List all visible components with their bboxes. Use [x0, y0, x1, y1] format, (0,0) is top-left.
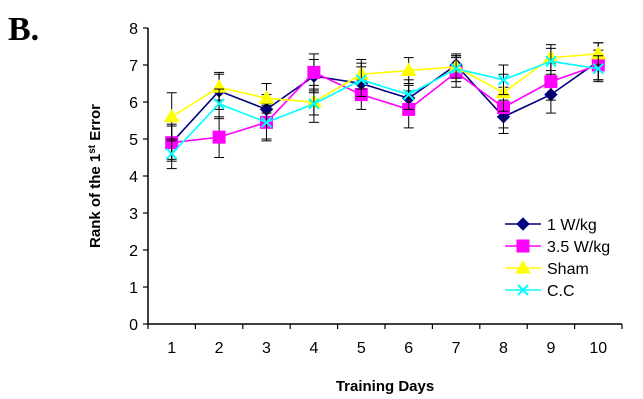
data-point [163, 108, 180, 123]
x-tick-label: 3 [262, 340, 271, 357]
series-line [171, 53, 599, 118]
legend-label: 1 W/kg [547, 217, 597, 234]
series-line [171, 60, 599, 144]
legend-label: C.C [547, 283, 575, 300]
data-point [308, 98, 320, 110]
x-tick-label: 8 [499, 340, 508, 357]
legend-marker [517, 284, 529, 296]
legend-marker [515, 260, 531, 274]
data-point [592, 62, 605, 75]
y-tick-label: 8 [129, 21, 138, 38]
x-tick-label: 10 [589, 340, 607, 357]
y-tick-label: 0 [129, 317, 138, 334]
y-tick-label: 3 [129, 206, 138, 223]
y-tick-label: 1 [129, 280, 138, 297]
data-point [400, 62, 417, 77]
x-tick-label: 5 [357, 340, 366, 357]
legend-marker [516, 239, 530, 253]
x-axis-label: Training Days [336, 378, 434, 395]
data-point [544, 75, 558, 89]
legend-item: C.C [505, 283, 575, 300]
series-line [171, 64, 599, 144]
data-point [165, 148, 178, 160]
y-tick-label: 6 [129, 95, 138, 112]
legend-item: 3.5 W/kg [505, 239, 610, 256]
data-point [450, 62, 462, 75]
legend: 1 W/kg 3.5 W/kg Sham C.C [505, 217, 610, 300]
data-point [213, 98, 225, 110]
legend-label: Sham [547, 261, 589, 278]
data-point [355, 74, 368, 86]
series-3 [163, 42, 607, 142]
panel-label: B. [8, 11, 39, 48]
legend-label: 3.5 W/kg [547, 239, 610, 256]
x-tick-label: 6 [404, 340, 413, 357]
data-point [307, 65, 321, 79]
data-point [545, 55, 557, 68]
y-tick-labels: 0 1 2 3 4 5 6 7 8 [129, 21, 148, 334]
series-1 [164, 42, 606, 160]
data-point [258, 90, 275, 104]
series-line [171, 60, 599, 155]
y-axis-label: Rank of the 1st Error [87, 104, 105, 248]
x-tick-label: 7 [452, 340, 461, 357]
x-tick-labels: 1 2 3 4 5 6 7 8 9 10 [147, 324, 623, 357]
data-point [402, 88, 415, 101]
data-point [212, 130, 226, 144]
series-4 [165, 47, 605, 170]
y-tick-label: 5 [129, 132, 138, 149]
y-tick-label: 7 [129, 58, 138, 75]
data-point [260, 116, 273, 129]
series-group [163, 42, 607, 170]
y-tick-label: 4 [129, 169, 138, 186]
legend-item: Sham [505, 260, 589, 278]
x-tick-label: 1 [167, 340, 176, 357]
x-tick-label: 2 [215, 340, 224, 357]
legend-item: 1 W/kg [505, 217, 597, 234]
x-tick-label: 9 [546, 340, 555, 357]
legend-marker [516, 217, 530, 231]
data-point [497, 74, 510, 86]
x-tick-label: 4 [309, 340, 318, 357]
y-tick-label: 2 [129, 243, 138, 260]
